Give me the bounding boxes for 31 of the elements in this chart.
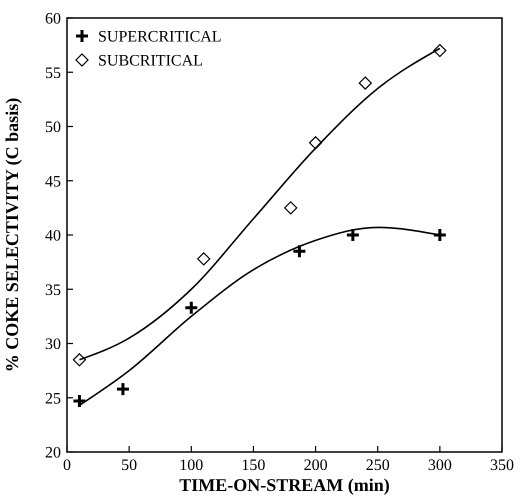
- point: [345, 228, 360, 242]
- x-tick-label: 150: [241, 457, 266, 474]
- point: [197, 252, 210, 266]
- legend-label: SUBCRITICAL: [98, 52, 203, 70]
- point: [358, 76, 372, 90]
- y-tick-label: 40: [45, 228, 61, 245]
- point: [72, 394, 87, 409]
- y-tick-label: 45: [45, 173, 61, 190]
- x-axis-title: TIME-ON-STREAM (min): [179, 475, 390, 495]
- x-tick-label: 0: [63, 457, 71, 474]
- x-tick-label: 100: [179, 457, 204, 474]
- y-tick-label: 30: [45, 336, 61, 354]
- y-tick-label: 60: [45, 10, 61, 28]
- y-axis-title: % COKE SELECTIVITY (C basis): [2, 98, 22, 372]
- point: [72, 353, 86, 366]
- x-tick-label: 350: [490, 457, 514, 474]
- x-tick-label: 250: [366, 457, 390, 474]
- x-tick-label: 300: [428, 457, 452, 474]
- point: [292, 244, 307, 259]
- point: [284, 201, 298, 214]
- y-tick-label: 35: [45, 282, 61, 299]
- y-tick-label: 25: [45, 390, 61, 408]
- x-tick-label: 200: [304, 457, 328, 474]
- y-tick-label: 20: [45, 444, 61, 462]
- x-tick-label: 50: [121, 457, 138, 474]
- point: [115, 382, 130, 397]
- point: [432, 228, 448, 242]
- y-tick-label: 55: [45, 64, 61, 82]
- y-tick-label: 50: [45, 119, 61, 136]
- point: [184, 300, 199, 316]
- legend-label: SUPERCRITICAL: [98, 28, 222, 46]
